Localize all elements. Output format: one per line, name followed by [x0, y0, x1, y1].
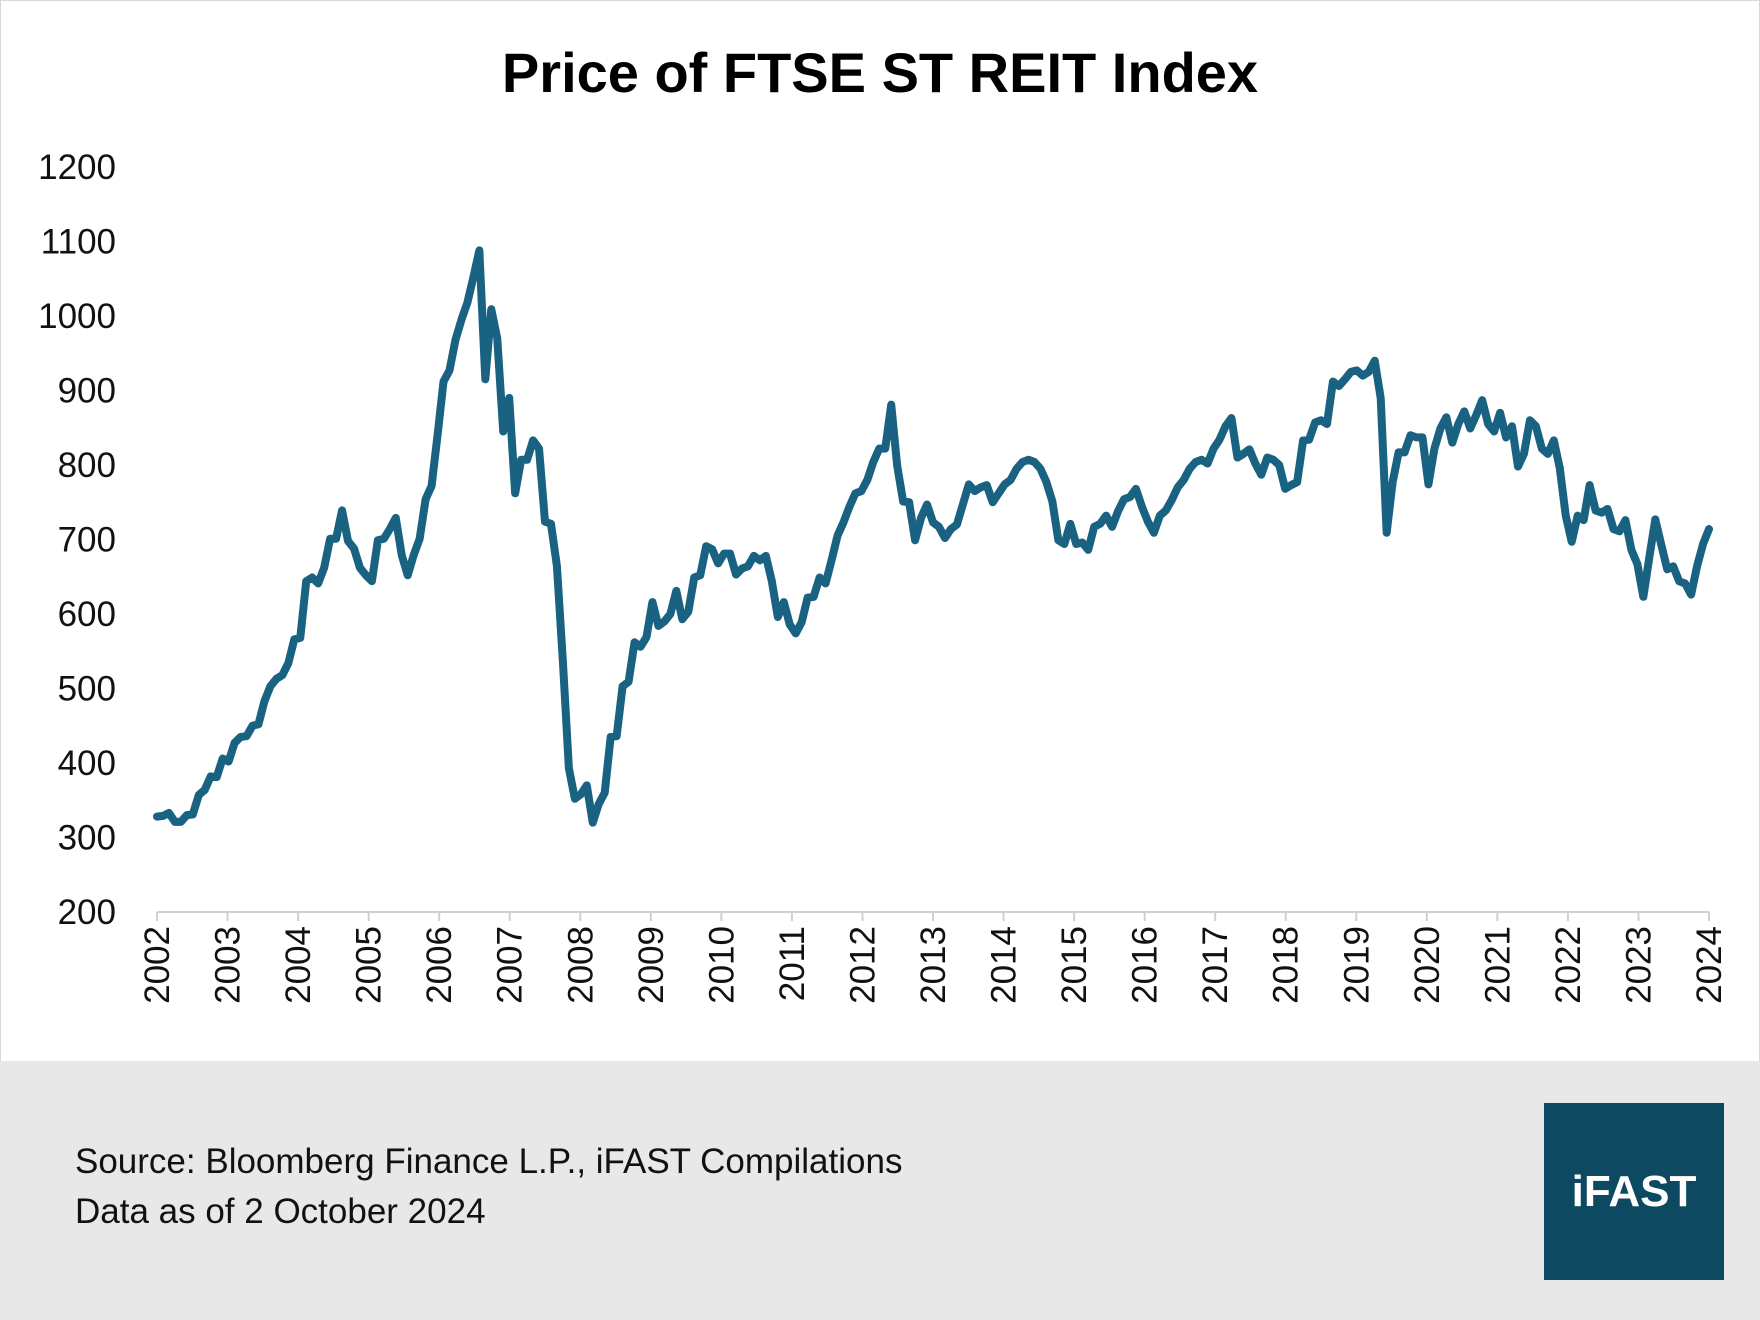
x-tick-label: 2019: [1337, 926, 1376, 1004]
x-tick-label: 2015: [1055, 926, 1094, 1004]
y-tick-label: 800: [58, 446, 116, 485]
price-line: [153, 246, 1713, 827]
x-axis: 2002 2003 2004 2005 2006 2007 2008 2009 2010 2011…: [138, 911, 1729, 1004]
x-tick-label: 2013: [914, 926, 953, 1004]
y-tick-label: 1100: [41, 223, 116, 262]
y-tick-label: 600: [58, 595, 116, 634]
x-tick-label: 2006: [420, 926, 459, 1004]
chart-title: Price of FTSE ST REIT Index: [501, 41, 1259, 104]
x-tick-label: 2021: [1478, 926, 1517, 1004]
x-tick-label: 2008: [561, 926, 600, 1004]
x-tick-label: 2022: [1549, 926, 1588, 1004]
y-tick-label: 300: [58, 819, 116, 858]
y-tick-label: 400: [58, 744, 116, 783]
x-tick-label: 2009: [632, 926, 671, 1004]
y-tick-label: 700: [58, 521, 116, 560]
x-tick-label: 2017: [1196, 926, 1235, 1004]
x-tick-label: 2023: [1619, 926, 1658, 1004]
data-date-note: Data as of 2 October 2024: [75, 1192, 486, 1231]
x-tick-label: 2018: [1267, 926, 1306, 1004]
series-group: [153, 246, 1713, 827]
source-note: Source: Bloomberg Finance L.P., iFAST Co…: [75, 1142, 903, 1181]
x-tick-label: 2012: [843, 926, 882, 1004]
y-tick-label: 200: [58, 893, 116, 932]
x-tick-label: 2011: [773, 926, 812, 1001]
x-tick-label: 2007: [491, 926, 530, 1004]
x-tick-label: 2016: [1126, 926, 1165, 1004]
x-tick-label: 2005: [350, 926, 389, 1004]
y-axis: 200 300 400 500 600 700 800 900 1000 1100 1200: [38, 148, 116, 932]
y-tick-label: 1000: [38, 297, 116, 336]
x-tick-label: 2024: [1690, 926, 1729, 1004]
y-tick-label: 900: [58, 372, 116, 411]
x-tick-label: 2002: [138, 926, 177, 1004]
ifast-logo: iFAST: [1544, 1103, 1724, 1280]
y-tick-label: 500: [58, 670, 116, 709]
x-tick-label: 2003: [209, 926, 248, 1004]
x-tick-label: 2004: [279, 926, 318, 1004]
footer: Source: Bloomberg Finance L.P., iFAST Co…: [0, 1061, 1760, 1320]
line-chart: 200 300 400 500 600 700 800 900 1000 1100 1200 200…: [38, 148, 1729, 1004]
x-tick-label: 2010: [702, 926, 741, 1004]
y-tick-label: 1200: [38, 148, 116, 187]
x-tick-label: 2020: [1408, 926, 1447, 1004]
x-tick-label: 2014: [985, 926, 1024, 1004]
